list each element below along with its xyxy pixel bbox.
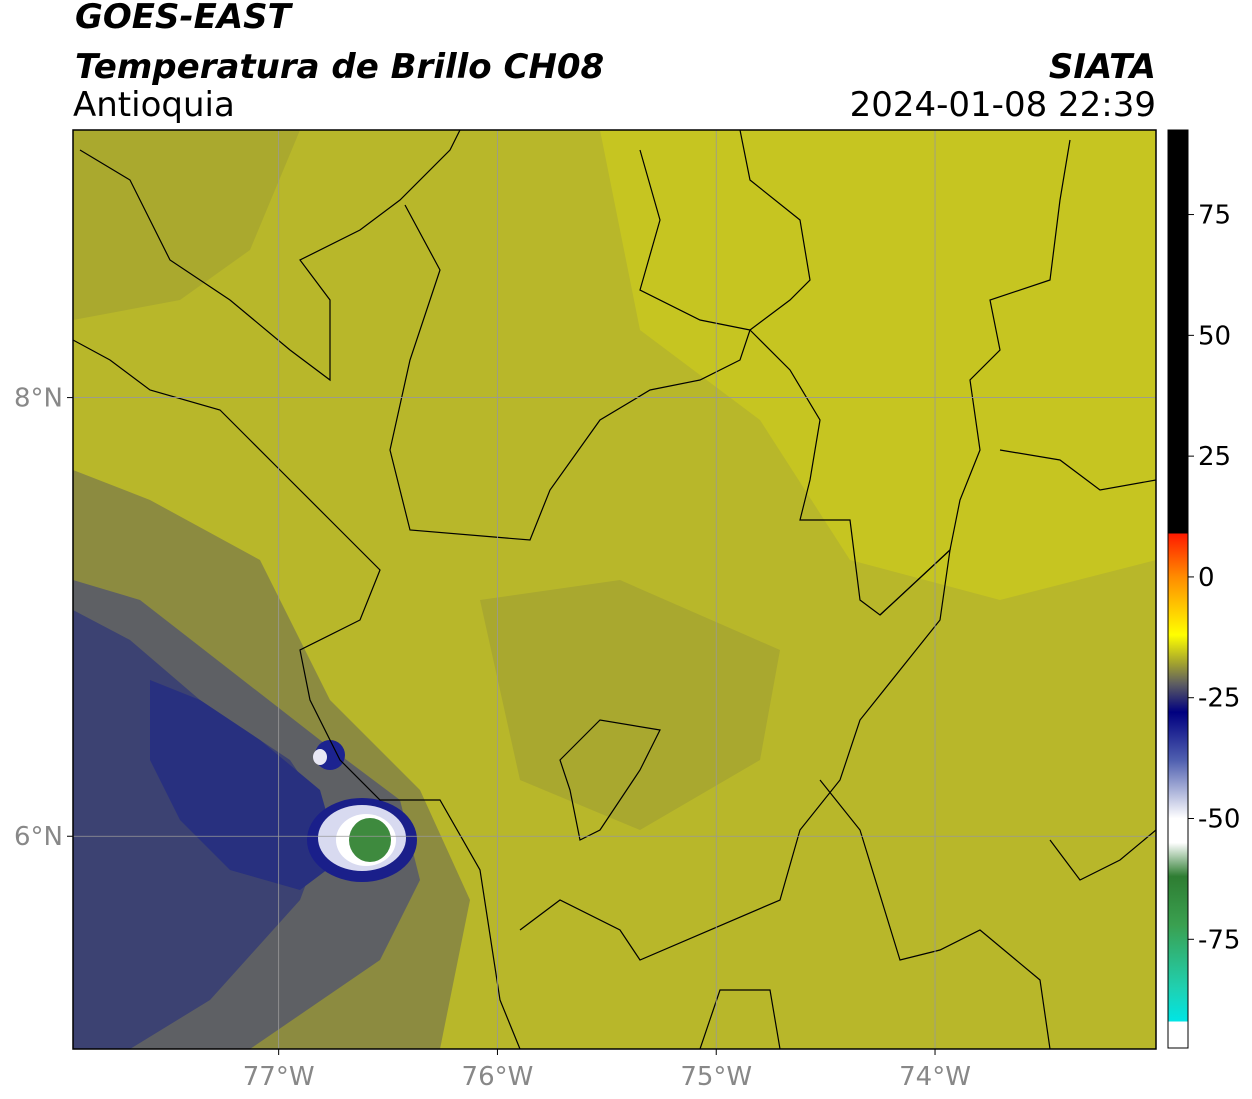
x-tick-label: 75°W xyxy=(680,1062,752,1092)
y-tick-label: 6°N xyxy=(14,822,63,852)
x-tick-label: 77°W xyxy=(243,1062,315,1092)
colorbar-tick-label: 0 xyxy=(1198,563,1215,593)
y-tick-label: 8°N xyxy=(14,384,63,414)
region: Antioquia xyxy=(73,85,235,125)
x-tick-label: 76°W xyxy=(462,1062,534,1092)
datetime: 2024-01-08 22:39 xyxy=(850,85,1156,125)
x-tick-label: 74°W xyxy=(899,1062,971,1092)
map-frame xyxy=(72,129,1157,1050)
colorbar-tick-label: 75 xyxy=(1198,201,1231,231)
colorbar-tick-label: 25 xyxy=(1198,442,1231,472)
colorbar-tick-label: -75 xyxy=(1198,925,1240,955)
title: GOES-EAST xyxy=(75,0,294,37)
colorbar-tick-label: 50 xyxy=(1198,321,1231,351)
colorbar-tick-label: -25 xyxy=(1198,684,1240,714)
subtitle: Temperatura de Brillo CH08 xyxy=(75,47,604,87)
map-image xyxy=(73,130,1156,1049)
colorbar-tick-label: -50 xyxy=(1198,805,1240,835)
source: SIATA xyxy=(1049,47,1156,87)
colorbar xyxy=(1167,129,1189,1049)
